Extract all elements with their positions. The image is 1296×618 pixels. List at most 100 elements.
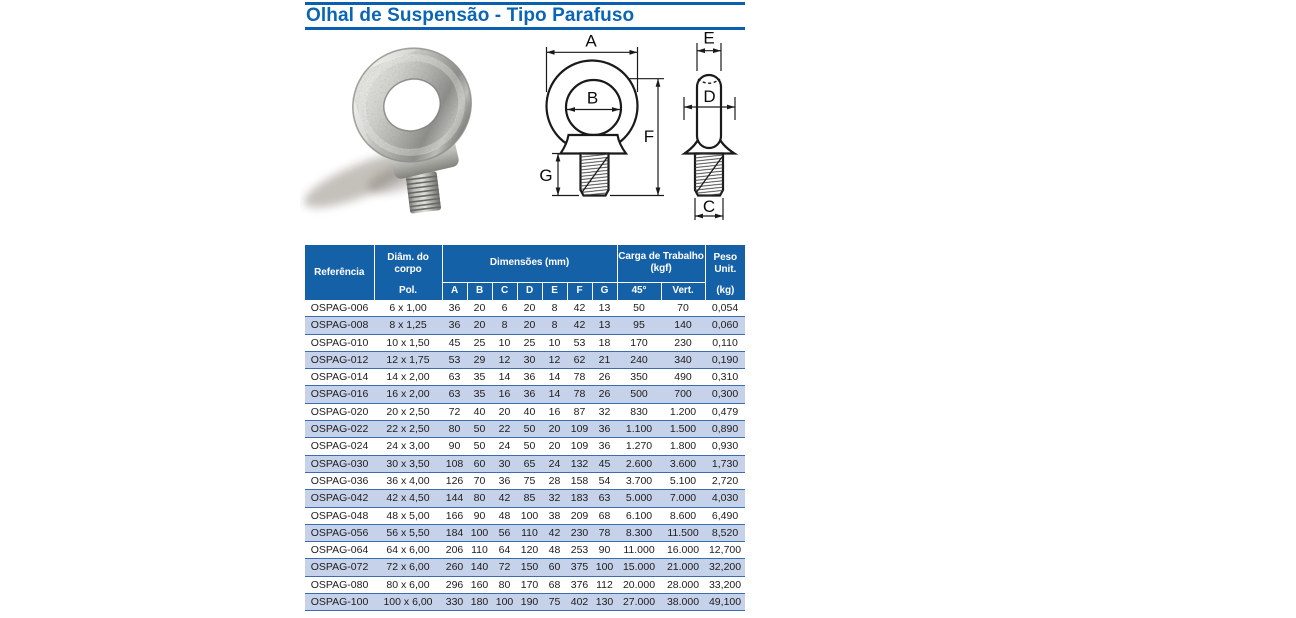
table-cell: 50 [633, 302, 645, 314]
dim-label-e: E [703, 30, 714, 48]
table-cell: 296 [445, 578, 464, 591]
thread-shank [579, 152, 610, 197]
table-cell: 126 [445, 474, 464, 487]
photo-shadow [304, 152, 420, 208]
table-cell: 0,310 [711, 371, 739, 384]
table-cell: 3.700 [625, 474, 653, 487]
table-cell: 32 [598, 405, 611, 418]
dim-label-d: D [703, 87, 715, 106]
table-cell: 50 [473, 440, 486, 453]
col-header-e: E [541, 282, 567, 300]
table-cell: 0,110 [712, 336, 738, 349]
table-cell: 8 [551, 302, 558, 314]
table-cell: 13 [598, 302, 611, 314]
col-group-carga: Carga de Trabalho (kgf) [616, 245, 706, 283]
spec-table-header: Referência Diâm. do corpo Pol. Dimensões… [305, 245, 746, 300]
table-cell: OSPAG-006 [310, 302, 369, 314]
table-cell: 48 x 5,00 [386, 509, 430, 522]
table-row: OSPAG-010 10 x 1,50 45 25 10 25 10 53 18 170 230 0,… [305, 334, 745, 351]
table-cell: 330 [442, 593, 467, 612]
table-cell: 1.200 [669, 405, 697, 418]
table-cell: 100 [592, 558, 618, 577]
table-cell: OSPAG-056 [305, 523, 374, 543]
table-cell: 110 [471, 544, 488, 557]
table-cell: 16 [548, 405, 561, 418]
table-cell: 6,490 [711, 509, 739, 522]
eye-bolt-ring [352, 47, 472, 163]
table-row: OSPAG-008 8 x 1,25 36 20 8 20 8 42 13 95 140 0,060 [305, 316, 746, 335]
table-cell: 0,930 [711, 440, 739, 453]
table-cell: 56 [492, 523, 517, 543]
table-cell: 20 [498, 405, 511, 418]
table-cell: 72 [448, 405, 461, 418]
peso-group-label: Peso Unit. [713, 251, 738, 275]
table-row: OSPAG-056 56 x 5,50 184 100 56 110 42 230 78 8.30… [305, 523, 746, 543]
table-cell: OSPAG-072 [305, 558, 374, 577]
table-cell: 109 [570, 440, 589, 453]
table-cell: 25 [523, 336, 536, 349]
table-cell: 350 [630, 371, 648, 384]
table-cell: 4,030 [705, 489, 746, 508]
table-cell: 60 [542, 558, 567, 577]
table-cell: 30 [517, 350, 542, 370]
table-cell: 13 [592, 316, 618, 335]
table-cell: 0,190 [705, 350, 746, 370]
table-cell: 184 [442, 523, 467, 543]
table-row: OSPAG-020 20 x 2,50 72 40 20 40 16 87 32 830 1.200… [305, 403, 745, 420]
table-cell: 45 [592, 454, 618, 473]
table-cell: 64 [498, 544, 511, 557]
table-cell: 32,200 [705, 558, 746, 577]
table-cell: 42 x 4,50 [374, 489, 442, 508]
table-cell: 132 [567, 454, 592, 473]
dimension-e [696, 43, 722, 71]
table-cell: OSPAG-080 [310, 578, 369, 591]
table-cell: 42 [492, 489, 517, 508]
table-cell: 166 [445, 509, 464, 522]
table-cell: OSPAG-064 [310, 544, 369, 557]
table-cell: OSPAG-100 [305, 593, 374, 612]
table-cell: OSPAG-016 [305, 385, 374, 404]
table-cell: 35 [473, 371, 486, 384]
table-cell: 90 [598, 544, 611, 557]
table-cell: 29 [467, 350, 492, 370]
dim-label-b: B [587, 89, 598, 108]
carga-label-line1: Carga de Trabalho [618, 251, 704, 263]
table-cell: 240 [617, 350, 662, 370]
table-row: OSPAG-030 30 x 3,50 108 60 30 65 24 132 45 2.600 3… [305, 454, 746, 473]
table-cell: 230 [674, 336, 692, 349]
table-cell: 144 [442, 489, 467, 508]
spec-table: Referência Diâm. do corpo Pol. Dimensões… [305, 245, 746, 612]
table-cell: OSPAG-030 [305, 454, 374, 473]
side-view-drawing: E D C [680, 30, 739, 220]
table-cell: 90 [448, 440, 461, 453]
dimension-b [567, 107, 620, 112]
table-cell: 85 [517, 489, 542, 508]
peso-sub-label: (kg) [716, 284, 735, 296]
dim-label-g: G [539, 166, 552, 185]
col-header-a: A [441, 282, 467, 300]
table-cell: OSPAG-036 [310, 474, 369, 487]
table-cell: 36 [498, 474, 511, 487]
table-cell: 20 x 2,50 [386, 405, 430, 418]
table-cell: 36 [448, 302, 461, 314]
table-cell: 160 [470, 578, 489, 591]
table-row: OSPAG-014 14 x 2,00 63 35 14 36 14 78 26 350 490 0,… [305, 369, 745, 386]
table-cell: 100 x 6,00 [374, 593, 442, 612]
table-cell: 20 [473, 302, 486, 314]
dim-label-a: A [585, 32, 597, 51]
table-cell: 190 [517, 593, 542, 612]
table-cell: 0,300 [705, 385, 746, 404]
table-cell: 53 [442, 350, 467, 370]
table-cell: 5.100 [669, 474, 697, 487]
table-cell: 42 [542, 523, 567, 543]
table-cell: 2,720 [711, 474, 739, 487]
table-cell: 7.000 [661, 489, 706, 508]
spec-table-body: OSPAG-006 6 x 1,00 36 20 6 20 8 42 13 50 70 0,054 OS… [305, 300, 746, 612]
dim-label-c: C [703, 197, 715, 216]
dimension-g [552, 152, 579, 197]
table-cell: 11.000 [623, 544, 655, 557]
table-cell: 180 [467, 593, 492, 612]
table-cell: 26 [592, 385, 618, 404]
table-cell: 63 [442, 385, 467, 404]
table-cell: 14 [542, 385, 567, 404]
